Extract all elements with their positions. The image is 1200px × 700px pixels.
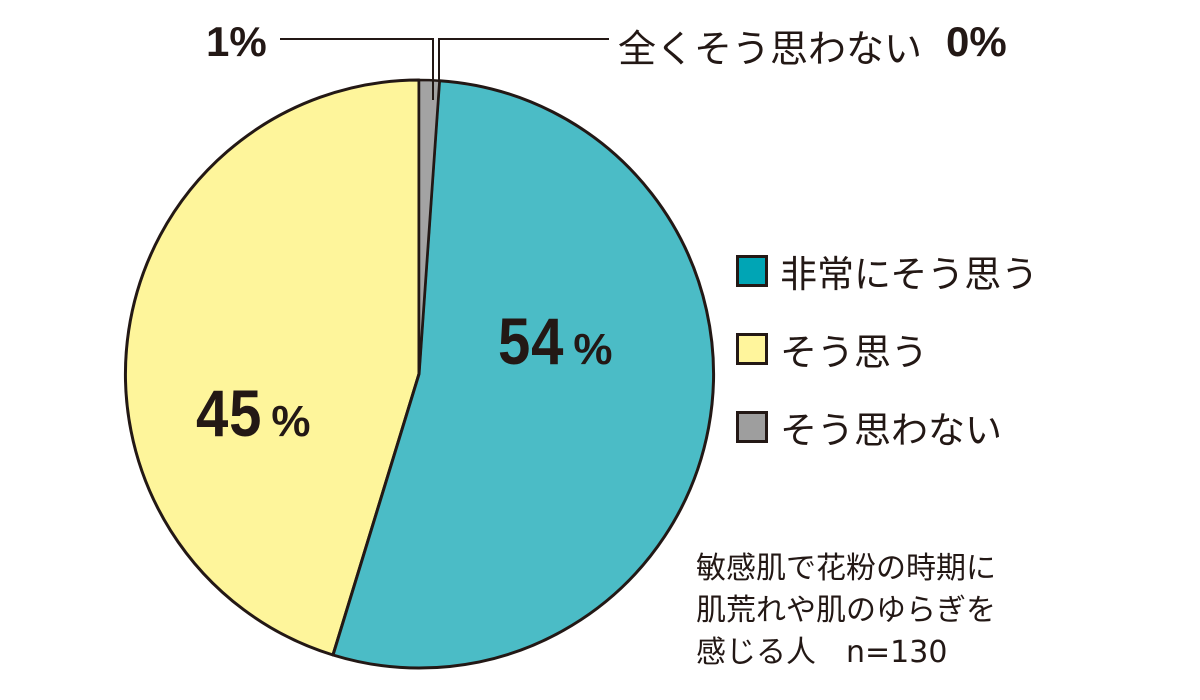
pct-sign: % xyxy=(573,325,614,374)
legend-swatch-teal xyxy=(736,255,768,287)
legend: 非常にそう思う そう思う そう思わない xyxy=(736,232,1038,466)
legend-label: そう思う xyxy=(780,331,928,374)
leader-line-0pct xyxy=(438,38,609,82)
legend-swatch-gray xyxy=(736,411,768,443)
legend-item-hijou-ni-sou-omou: 非常にそう思う xyxy=(736,232,1038,310)
note-line-3: 感じる人 n=130 xyxy=(696,635,948,670)
pct-number: 54 xyxy=(498,304,565,378)
legend-label: 非常にそう思う xyxy=(780,253,1039,296)
label-mattaku-sou-omowanai: 全くそう思わない xyxy=(618,27,923,71)
slice-sou-omou xyxy=(124,78,421,657)
legend-item-sou-omou: そう思う xyxy=(736,310,1038,388)
label-54pct: 54% xyxy=(498,303,614,379)
label-0pct: 0% xyxy=(946,18,1007,65)
pct-sign: % xyxy=(271,397,312,446)
slice-hijou-ni-sou-omou xyxy=(331,79,716,670)
label-45pct: 45% xyxy=(196,375,312,451)
legend-swatch-yellow xyxy=(736,333,768,365)
sample-note: 敏感肌で花粉の時期に 肌荒れや肌のゆらぎを 感じる人 n=130 xyxy=(696,548,996,674)
note-line-1: 敏感肌で花粉の時期に xyxy=(696,551,996,586)
note-line-2: 肌荒れや肌のゆらぎを xyxy=(696,593,996,628)
leader-line-1pct xyxy=(280,38,434,100)
legend-label: そう思わない xyxy=(780,409,1002,452)
pct-number: 45 xyxy=(196,376,263,450)
legend-item-sou-omowanai: そう思わない xyxy=(736,388,1038,466)
label-1pct: 1% xyxy=(206,18,267,65)
